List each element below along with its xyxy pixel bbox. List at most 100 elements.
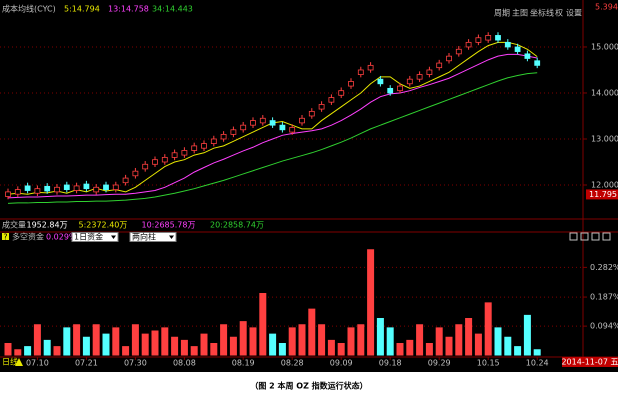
dropdown[interactable]: [71, 232, 119, 242]
legend-entry: 34:14.443: [152, 5, 193, 14]
icon[interactable]: [569, 232, 578, 241]
x-tick-label: 07.10: [26, 359, 49, 368]
icon[interactable]: [591, 232, 600, 241]
menu-item[interactable]: 坐标线: [530, 8, 554, 18]
bar: [53, 346, 61, 356]
bar: [308, 308, 316, 356]
x-tick-label: 09.09: [330, 359, 353, 368]
bar: [4, 343, 12, 356]
candle-body: [485, 35, 492, 41]
candle-body: [152, 159, 158, 165]
bar: [239, 321, 247, 356]
candle-body: [397, 85, 403, 92]
candle-body: [122, 177, 129, 184]
candle-body: [289, 127, 296, 133]
x-tick-label: 08.28: [281, 359, 304, 368]
candle-body: [250, 120, 256, 126]
candle-body: [338, 90, 345, 96]
candle-body: [63, 184, 70, 190]
candle-body: [24, 185, 31, 191]
x-tick-label: 07.30: [124, 359, 147, 368]
candle-body: [83, 183, 90, 190]
candle-body: [446, 55, 452, 62]
candle-body: [54, 186, 60, 193]
candle-body: [308, 110, 315, 117]
bar: [220, 324, 228, 356]
candle-body: [73, 185, 80, 191]
candle-body: [299, 117, 305, 124]
volume-stat: 成交量: [2, 220, 26, 230]
bar: [249, 327, 257, 356]
bar: [63, 327, 71, 356]
x-tick-label: 10.15: [477, 359, 500, 368]
help-icon[interactable]: [2, 233, 9, 240]
legend-entry: 13:14.758: [108, 5, 149, 14]
candle-body: [455, 48, 462, 55]
bar: [327, 339, 335, 356]
candle-body: [318, 104, 325, 110]
candle-body: [348, 81, 354, 87]
bar: [229, 336, 237, 356]
candle-body: [504, 41, 511, 48]
candle-body: [357, 69, 364, 75]
help-icon-text: ?: [3, 233, 7, 242]
icon[interactable]: [602, 232, 611, 241]
menu-item[interactable]: 周期: [494, 9, 510, 18]
bar: [425, 343, 433, 356]
bar: [180, 339, 188, 356]
bar: [92, 324, 100, 356]
ma-line: [7, 53, 538, 199]
bar: [474, 333, 482, 356]
candle-body: [14, 189, 21, 195]
candle-body: [436, 62, 443, 69]
bar: [484, 302, 492, 356]
bar: [533, 349, 541, 356]
bar: [357, 324, 365, 356]
date-box: [562, 357, 618, 367]
x-tick-label: 09.18: [379, 359, 402, 368]
volume-stat: 20:2858.74万: [210, 221, 264, 230]
bar: [523, 314, 531, 356]
dropdown-arrow: [111, 235, 116, 239]
candle-body: [201, 143, 207, 149]
bar: [82, 336, 90, 356]
price-marker-box: [586, 189, 618, 200]
candle-body: [387, 87, 394, 94]
dropdown[interactable]: [129, 232, 177, 242]
icon[interactable]: [580, 232, 589, 241]
y-tick-label: 0.282%: [590, 263, 618, 272]
candle-body: [34, 188, 41, 194]
candle-body: [377, 78, 384, 85]
candle-body: [240, 124, 247, 131]
menu-item[interactable]: 设置: [566, 8, 582, 18]
panel-icons: [569, 232, 611, 241]
dropdown-arrow: [169, 235, 174, 239]
legend-entry: 5:14.794: [64, 5, 100, 14]
candle-body: [534, 60, 541, 66]
volume-stat: 1952.84万: [27, 221, 68, 230]
bar: [494, 327, 502, 356]
candle-body: [416, 74, 423, 80]
candle-body: [279, 124, 286, 131]
bar: [190, 346, 198, 356]
y-tick-label: 0.187%: [590, 293, 618, 302]
candle-body: [269, 120, 276, 126]
bar: [102, 333, 110, 356]
bar: [347, 327, 355, 356]
menu-item[interactable]: 主图: [512, 8, 528, 18]
period: 日线: [2, 357, 18, 367]
chart-title: 成本均线(CYC): [2, 4, 56, 14]
candle-body: [328, 97, 335, 103]
candle-body: [112, 184, 119, 190]
caption: （图 2 本周 OZ 指数运行状态）: [250, 381, 367, 391]
bar: [396, 343, 404, 356]
bar: [151, 330, 159, 356]
bar: [171, 336, 179, 356]
candle-body: [495, 35, 501, 41]
bar: [337, 343, 345, 356]
candle-body: [132, 170, 139, 177]
bar: [288, 327, 296, 356]
bar: [367, 249, 375, 356]
menu-item[interactable]: 权: [555, 8, 563, 18]
